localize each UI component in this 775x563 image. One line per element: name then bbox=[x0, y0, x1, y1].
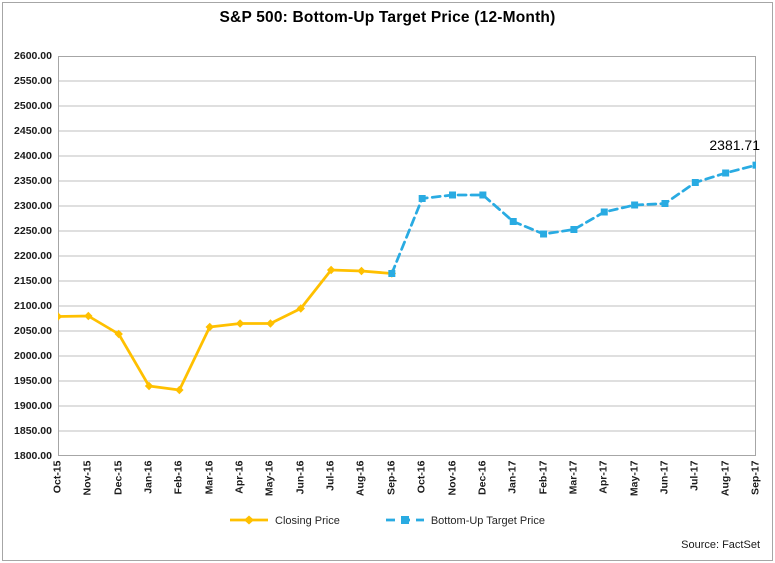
x-tick-label: Feb-16 bbox=[172, 460, 185, 495]
data-point-marker bbox=[600, 208, 608, 216]
legend-label: Bottom-Up Target Price bbox=[430, 515, 545, 527]
x-tick-label: Jan-17 bbox=[506, 460, 519, 494]
data-point-marker bbox=[479, 191, 487, 199]
plot-border bbox=[58, 56, 756, 456]
target-price-annotation: 2381.71 bbox=[709, 137, 760, 153]
data-point-marker bbox=[509, 218, 517, 225]
y-tick-label: 1800.00 bbox=[14, 450, 52, 462]
x-tick-label: Dec-16 bbox=[476, 460, 489, 495]
x-tick-label: Dec-15 bbox=[112, 460, 125, 495]
x-tick-label: Mar-17 bbox=[567, 460, 580, 495]
data-point-marker bbox=[84, 311, 93, 321]
closing-price-line-sample-icon bbox=[230, 512, 269, 530]
x-tick-label: Jun-16 bbox=[294, 460, 307, 495]
x-tick-label: Nov-16 bbox=[446, 460, 459, 496]
data-point-marker bbox=[752, 161, 756, 169]
source-note: Source: FactSet bbox=[681, 539, 760, 551]
y-tick-label: 2300.00 bbox=[14, 200, 52, 212]
data-point-marker bbox=[722, 169, 730, 177]
y-tick-label: 2350.00 bbox=[14, 175, 52, 187]
x-tick-label: Feb-17 bbox=[537, 460, 550, 495]
y-tick-label: 2400.00 bbox=[14, 150, 52, 162]
data-point-marker bbox=[388, 270, 396, 277]
data-point-marker bbox=[58, 312, 63, 321]
data-point-marker bbox=[540, 230, 548, 238]
y-tick-label: 2150.00 bbox=[14, 275, 52, 287]
y-tick-label: 2550.00 bbox=[14, 75, 52, 87]
y-tick-label: 1950.00 bbox=[14, 375, 52, 387]
data-point-marker bbox=[326, 265, 336, 275]
y-tick-label: 1900.00 bbox=[14, 400, 52, 412]
data-point-marker bbox=[235, 319, 245, 328]
x-tick-label: Oct-16 bbox=[415, 460, 428, 494]
x-tick-label: Apr-17 bbox=[597, 460, 610, 494]
data-point-marker bbox=[691, 179, 699, 186]
x-tick-label: Aug-16 bbox=[354, 460, 367, 497]
series-line-closing-price bbox=[58, 268, 394, 392]
x-tick-label: Mar-16 bbox=[203, 460, 216, 495]
data-point-marker bbox=[175, 385, 184, 395]
chart-title: S&P 500: Bottom-Up Target Price (12-Mont… bbox=[219, 9, 556, 26]
y-tick-label: 2600.00 bbox=[14, 50, 52, 62]
legend-label: Closing Price bbox=[275, 515, 340, 527]
y-tick-label: 2200.00 bbox=[14, 250, 52, 262]
x-tick-label: Nov-15 bbox=[81, 460, 94, 496]
y-tick-label: 1850.00 bbox=[14, 425, 52, 437]
data-point-marker bbox=[570, 226, 578, 233]
x-tick-label: Sep-17 bbox=[749, 460, 762, 495]
y-tick-label: 2050.00 bbox=[14, 325, 52, 337]
y-tick-label: 2250.00 bbox=[14, 225, 52, 237]
y-tick-label: 2500.00 bbox=[14, 100, 52, 112]
x-tick-label: Sep-16 bbox=[385, 460, 398, 495]
x-tick-label: Jul-16 bbox=[324, 460, 337, 491]
data-point-marker bbox=[296, 304, 305, 313]
legend-item-closing-price: Closing Price bbox=[230, 512, 340, 530]
x-tick-label: Oct-15 bbox=[51, 460, 64, 494]
legend: Closing Price Bottom-Up Target Price bbox=[0, 512, 775, 530]
data-point-marker bbox=[418, 195, 426, 202]
plot-area bbox=[58, 56, 756, 456]
x-tick-label: Jul-17 bbox=[688, 460, 701, 491]
data-point-marker bbox=[114, 329, 123, 339]
y-tick-label: 2450.00 bbox=[14, 125, 52, 137]
x-tick-label: Aug-17 bbox=[719, 460, 732, 497]
data-point-marker bbox=[661, 200, 669, 207]
target-price-line-sample-icon bbox=[385, 512, 424, 530]
x-tick-label: Apr-16 bbox=[233, 460, 246, 494]
data-point-marker bbox=[357, 266, 366, 276]
data-point-marker bbox=[631, 201, 639, 209]
y-tick-label: 2000.00 bbox=[14, 350, 52, 362]
y-tick-label: 2100.00 bbox=[14, 300, 52, 312]
data-point-marker bbox=[205, 322, 214, 332]
data-point-marker bbox=[449, 191, 457, 199]
x-tick-label: Jan-16 bbox=[142, 460, 155, 494]
x-tick-label: Jun-17 bbox=[658, 460, 671, 495]
data-point-marker bbox=[144, 381, 154, 391]
x-tick-label: May-17 bbox=[628, 460, 641, 497]
x-tick-label: May-16 bbox=[263, 460, 276, 497]
legend-item-target-price: Bottom-Up Target Price bbox=[385, 512, 545, 530]
